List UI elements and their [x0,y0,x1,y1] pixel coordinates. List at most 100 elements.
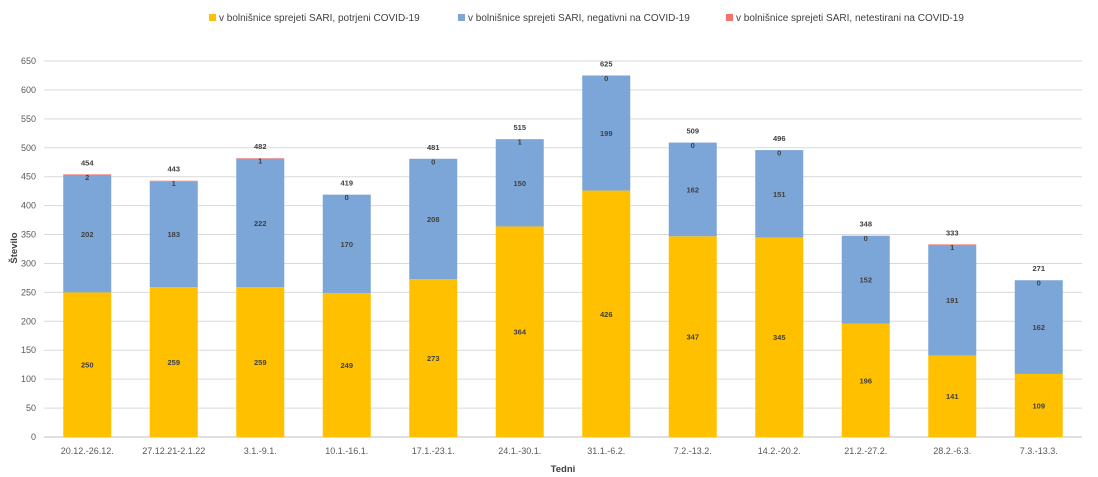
total-label: 496 [773,134,786,143]
bar-segment-series-2 [582,75,631,191]
x-tick-label: 20.12.-26.12. [61,446,114,456]
data-label-series-2: 222 [254,219,267,228]
y-tick-label: 200 [21,316,36,326]
data-label-series-3: 0 [345,193,349,202]
data-label-series-1: 426 [600,310,613,319]
y-tick-label: 550 [21,114,36,124]
y-tick-label: 600 [21,85,36,95]
data-label-series-2: 162 [686,185,699,194]
bar-segment-series-1 [63,292,112,437]
total-label: 271 [1032,264,1045,273]
total-label: 348 [859,220,872,229]
legend-swatch-2 [458,14,465,21]
data-label-series-1: 250 [81,361,94,370]
bar-segment-series-2 [63,175,112,293]
total-label: 482 [254,142,267,151]
data-label-series-1: 141 [946,392,959,401]
bar-segment-series-2 [1014,280,1063,374]
data-label-series-1: 259 [254,358,267,367]
bar-segment-series-1 [582,190,631,437]
y-tick-label: 300 [21,258,36,268]
bar-segment-series-1 [322,292,371,437]
bar-segment-series-3 [495,139,544,140]
total-label: 625 [600,59,613,68]
y-tick-label: 350 [21,230,36,240]
x-tick-label: 24.1.-30.1. [498,446,541,456]
y-tick-label: 500 [21,143,36,153]
data-label-series-2: 202 [81,230,94,239]
data-label-series-1: 364 [513,328,526,337]
data-label-series-2: 150 [513,179,526,188]
data-label-series-1: 345 [773,333,786,342]
bar-segment-series-3 [149,180,198,182]
data-label-series-2: 191 [946,296,959,305]
data-label-series-1: 273 [427,354,440,363]
bar-segment-series-2 [668,142,717,237]
data-label-series-3: 0 [431,157,435,166]
bar-segment-series-2 [149,181,198,288]
bar-segment-series-3 [236,158,285,159]
data-label-series-2: 208 [427,215,440,224]
y-tick-label: 100 [21,374,36,384]
bar-segment-series-1 [495,226,544,437]
bar-segment-series-1 [1014,373,1063,437]
legend-swatch-3 [726,14,733,21]
y-axis-title: Število [8,232,20,263]
y-tick-label: 400 [21,201,36,211]
x-tick-label: 14.2.-20.2. [758,446,801,456]
data-label-series-3: 0 [604,74,608,83]
bars: 250 202 2 454 259 183 1 443 259 222 1 482 249 170 0 419… [63,59,1063,437]
x-tick-label: 31.1.-6.2. [587,446,625,456]
data-label-series-2: 162 [1032,323,1045,332]
data-label-series-2: 199 [600,129,613,138]
data-label-series-2: 170 [340,240,353,249]
bar-segment-series-2 [236,158,285,288]
bar-segment-series-2 [928,244,977,356]
data-label-series-3: 1 [518,138,522,147]
bar-segment-series-2 [495,139,544,227]
data-label-series-1: 259 [167,358,180,367]
bar-segment-series-1 [928,355,977,437]
x-tick-label: 7.3.-13.3. [1020,446,1058,456]
data-label-series-1: 347 [686,333,699,342]
legend-label-2: v bolnišnice sprejeti SARI, negativni na… [468,13,690,24]
bar-segment-series-2 [841,235,890,324]
x-tick-label: 10.1.-16.1. [325,446,368,456]
x-tick-label: 28.2.-6.3. [933,446,971,456]
data-label-series-3: 0 [864,234,868,243]
y-tick-label: 50 [26,403,36,413]
data-label-series-1: 109 [1032,401,1045,410]
data-label-series-3: 2 [85,173,89,182]
total-label: 481 [427,143,440,152]
data-label-series-1: 249 [340,361,353,370]
bar-segment-series-2 [409,158,458,280]
x-tick-label: 21.2.-27.2. [844,446,887,456]
bar-segment-series-1 [668,236,717,437]
data-label-series-1: 196 [859,376,872,385]
y-tick-label: 0 [31,432,36,442]
bar-segment-series-3 [928,244,977,245]
y-tick-label: 150 [21,345,36,355]
x-tick-label: 17.1.-23.1. [412,446,455,456]
bar-segment-series-2 [755,150,804,238]
data-label-series-3: 0 [777,149,781,158]
y-tick-label: 450 [21,172,36,182]
data-label-series-3: 1 [950,243,954,252]
gridlines [44,60,1082,438]
bar-segment-series-1 [755,237,804,437]
total-label: 454 [81,158,94,167]
data-label-series-3: 1 [258,157,262,166]
y-tick-label: 250 [21,287,36,297]
legend-swatch-1 [209,14,216,21]
legend-label-3: v bolnišnice sprejeti SARI, netestirani … [736,13,964,24]
y-tick-label: 650 [21,56,36,66]
x-axis-ticks: 20.12.-26.12. 27.12.21-2.1.22 3.1.-9.1. 10.… [61,446,1058,456]
data-label-series-3: 0 [691,141,695,150]
bar-segment-series-1 [236,287,285,437]
data-label-series-2: 151 [773,190,786,199]
bar-segment-series-1 [409,279,458,437]
y-axis-ticks: 0 50 100 150 200 250 300 350 400 450 500 550 600 650 [21,56,36,442]
total-label: 333 [946,228,959,237]
bar-segment-series-1 [841,323,890,437]
